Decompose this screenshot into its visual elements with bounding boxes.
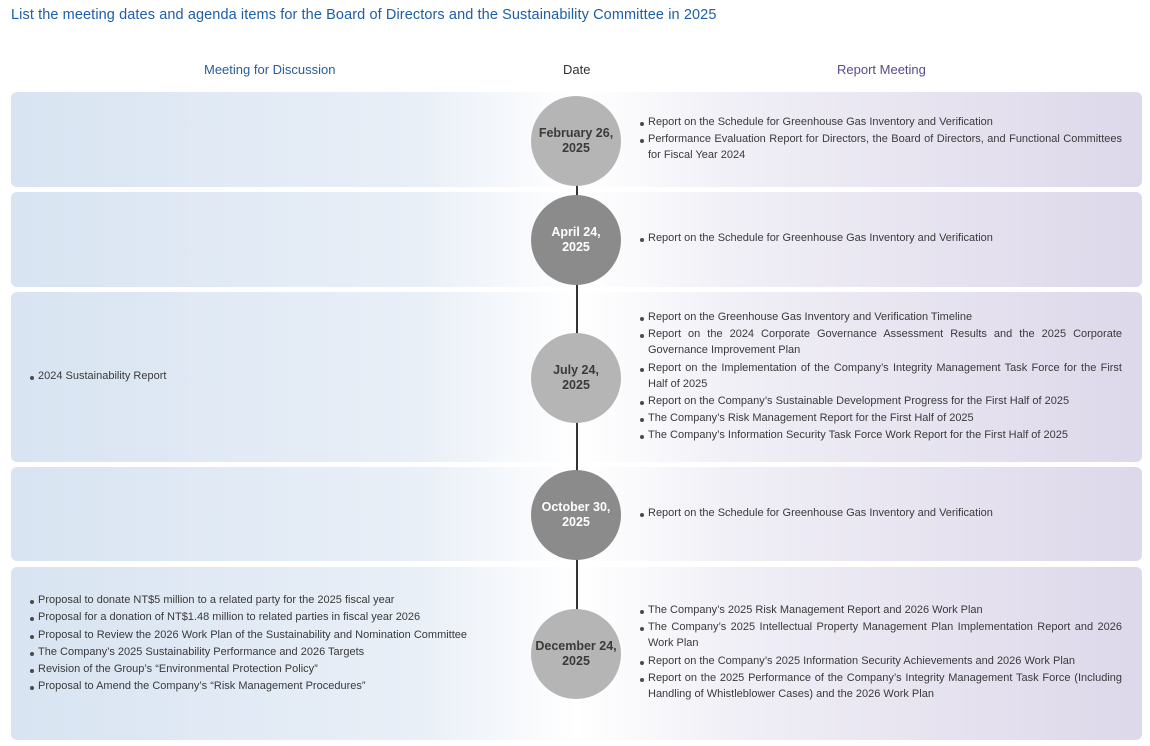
list-item: Report on the Schedule for Greenhouse Ga… [639,114,1122,130]
list-item: Report on the Schedule for Greenhouse Ga… [639,230,1122,246]
list-item: Revision of the Group’s “Environmental P… [29,661,489,677]
list-item: The Company’s 2025 Sustainability Perfor… [29,644,489,660]
list-item: Report on the Company’s 2025 Information… [639,653,1122,669]
list-item: Report on the 2024 Corporate Governance … [639,326,1122,358]
list-item: Proposal to Amend the Company’s “Risk Ma… [29,678,489,694]
list-item: Report on the 2025 Performance of the Co… [639,670,1122,702]
list-item: Report on the Company’s Sustainable Deve… [639,393,1122,409]
date-circle-dec: December 24, 2025 [531,609,621,699]
report-list-apr: Report on the Schedule for Greenhouse Ga… [639,230,1122,247]
report-list-oct: Report on the Schedule for Greenhouse Ga… [639,505,1122,522]
report-column-header: Report Meeting [837,62,926,77]
report-list-jul: Report on the Greenhouse Gas Inventory a… [639,309,1122,445]
discussion-list-jul: 2024 Sustainability Report [29,368,489,385]
report-list-feb: Report on the Schedule for Greenhouse Ga… [639,114,1122,165]
list-item: Report on the Greenhouse Gas Inventory a… [639,309,1122,325]
list-item: The Company’s 2025 Intellectual Property… [639,619,1122,651]
date-circle-apr: April 24, 2025 [531,195,621,285]
date-circle-oct: October 30, 2025 [531,470,621,560]
list-item: Report on the Schedule for Greenhouse Ga… [639,505,1122,521]
list-item: Proposal to donate NT$5 million to a rel… [29,592,489,608]
date-circle-feb: February 26, 2025 [531,96,621,186]
discussion-column-header: Meeting for Discussion [204,62,336,77]
list-item: The Company’s 2025 Risk Management Repor… [639,602,1122,618]
list-item: 2024 Sustainability Report [29,368,489,384]
list-item: Performance Evaluation Report for Direct… [639,131,1122,163]
date-circle-jul: July 24, 2025 [531,333,621,423]
list-item: The Company’s Information Security Task … [639,427,1122,443]
list-item: Report on the Implementation of the Comp… [639,360,1122,392]
discussion-list-dec: Proposal to donate NT$5 million to a rel… [29,592,489,696]
date-column-header: Date [563,62,591,77]
list-item: Proposal for a donation of NT$1.48 milli… [29,609,489,625]
list-item: Proposal to Review the 2026 Work Plan of… [29,627,489,643]
report-list-dec: The Company’s 2025 Risk Management Repor… [639,602,1122,703]
page-title: List the meeting dates and agenda items … [11,7,717,23]
list-item: The Company’s Risk Management Report for… [639,410,1122,426]
